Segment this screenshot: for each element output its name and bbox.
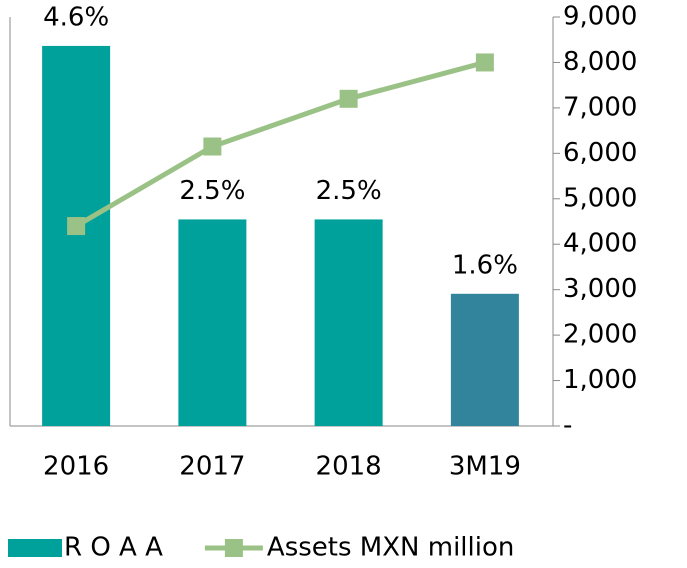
x-tick-label: 2018 <box>316 452 382 482</box>
bar <box>42 45 111 427</box>
data-label: 2.5% <box>179 176 245 206</box>
y2-tick-label: 6,000 <box>563 138 637 168</box>
y2-tick-label: 7,000 <box>563 92 637 122</box>
y2-tick-label: 5,000 <box>563 183 637 213</box>
y2-tick-label: 1,000 <box>563 365 637 395</box>
bar <box>450 293 519 426</box>
data-label: 4.6% <box>43 2 109 32</box>
legend-swatch <box>224 539 243 557</box>
line-marker <box>339 89 358 108</box>
line <box>74 60 486 229</box>
y2-tick-label: 9,000 <box>563 2 637 32</box>
legend-label: Assets MXN million <box>267 533 514 563</box>
y2-tick-label: - <box>563 411 572 441</box>
legend-swatch <box>8 539 62 557</box>
y2-tick-label: 2,000 <box>563 320 637 350</box>
line-marker <box>203 137 222 156</box>
bar <box>178 219 247 426</box>
bar <box>314 219 383 426</box>
legend-label: R O A A <box>64 533 163 563</box>
y2-tick-label: 3,000 <box>563 274 637 304</box>
data-label: 2.5% <box>316 176 382 206</box>
x-tick-label: 2016 <box>43 452 109 482</box>
y2-tick-label: 8,000 <box>563 47 637 77</box>
data-label: 1.6% <box>452 250 518 280</box>
x-tick-label: 2017 <box>179 452 245 482</box>
line-marker <box>475 53 494 72</box>
line-marker <box>67 217 86 236</box>
x-tick-label: 3M19 <box>449 452 521 482</box>
y2-tick-label: 4,000 <box>563 229 637 259</box>
